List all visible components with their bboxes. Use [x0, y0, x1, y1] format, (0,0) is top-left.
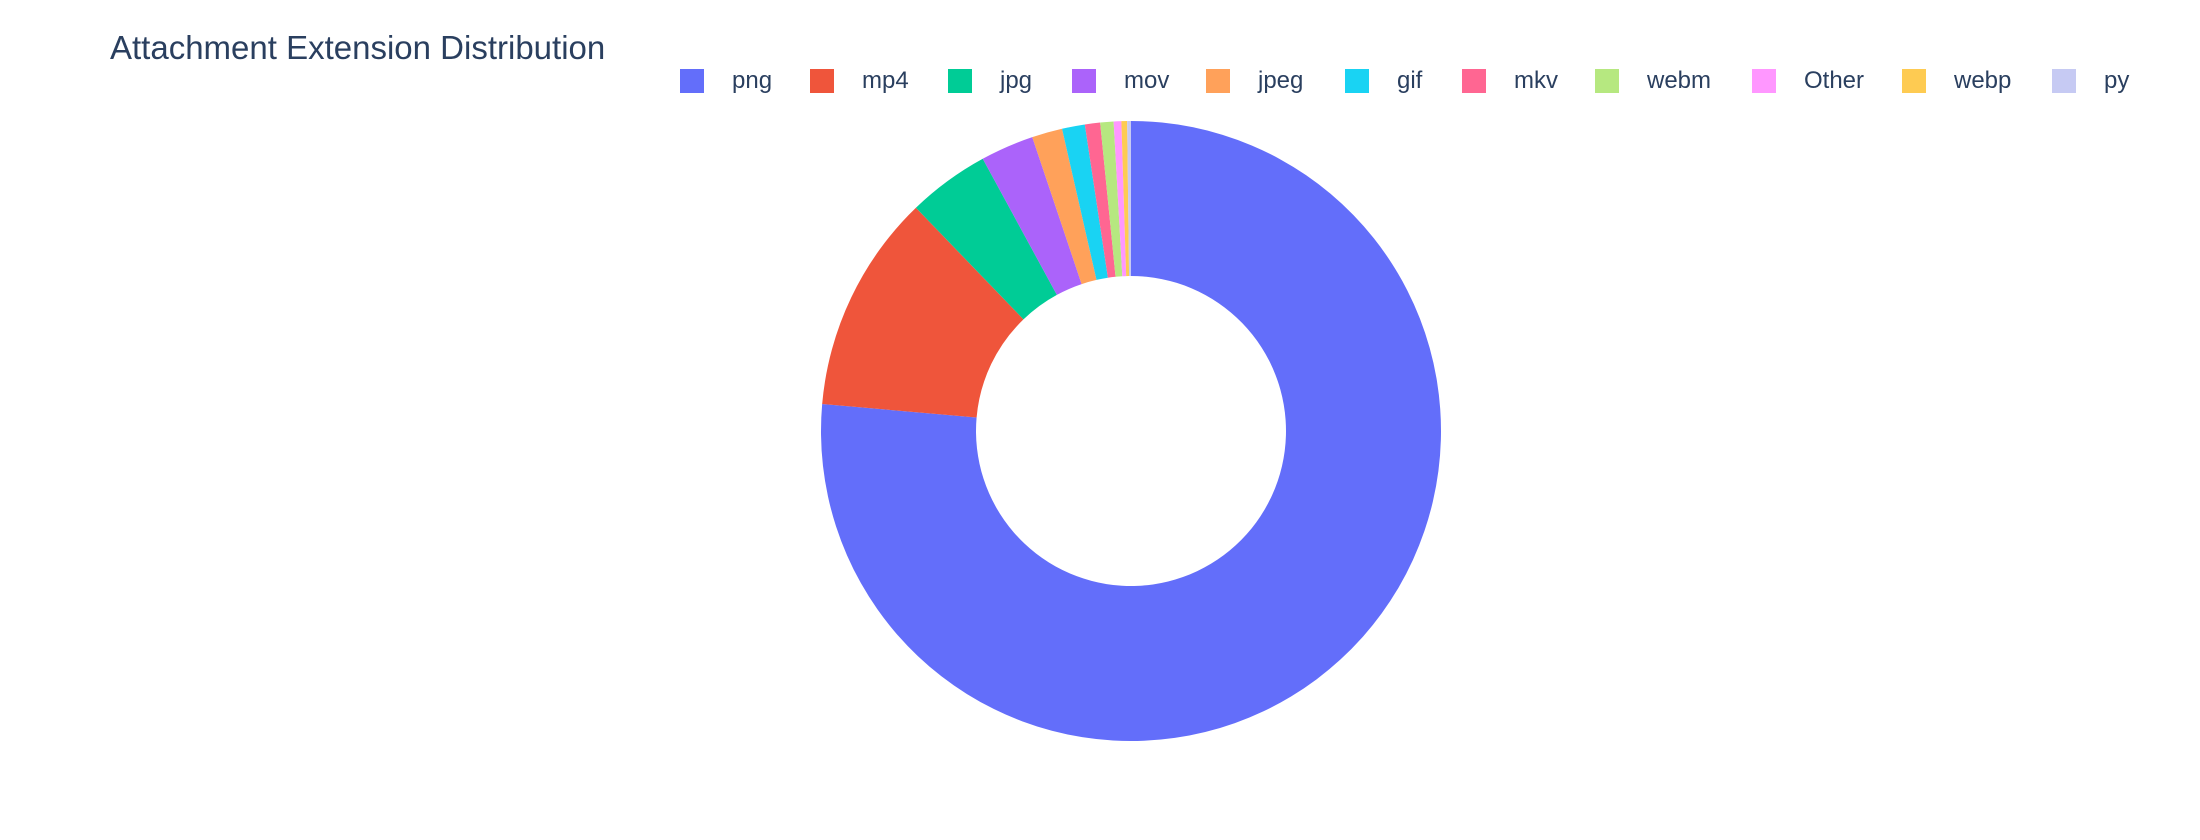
legend-item-mov[interactable]: mov — [1072, 62, 1169, 100]
legend-swatch — [680, 69, 704, 93]
legend-item-gif[interactable]: gif — [1345, 62, 1422, 100]
legend-label: webp — [1954, 67, 2012, 94]
donut-slice-other[interactable] — [1113, 121, 1127, 277]
legend-item-png[interactable]: png — [680, 62, 772, 100]
donut-slice-jpeg[interactable] — [1032, 128, 1097, 285]
legend-label: mkv — [1514, 67, 1558, 94]
donut-slice-py[interactable] — [1127, 121, 1131, 277]
legend-swatch — [1462, 69, 1486, 93]
legend-item-webp[interactable]: webp — [1902, 62, 2011, 100]
legend-item-jpeg[interactable]: jpeg — [1206, 62, 1303, 100]
legend-swatch — [810, 69, 834, 93]
legend-label: py — [2104, 67, 2130, 94]
legend-item-webm[interactable]: webm — [1595, 62, 1711, 100]
legend-swatch — [1345, 69, 1369, 93]
donut-slice-png[interactable] — [821, 121, 1442, 742]
donut-slice-mkv[interactable] — [1084, 122, 1116, 278]
chart-title: Attachment Extension Distribution — [110, 29, 606, 66]
donut-slice-webm[interactable] — [1100, 121, 1123, 277]
legend-item-py[interactable]: py — [2052, 62, 2129, 100]
legend-item-mp4[interactable]: mp4 — [810, 62, 909, 100]
legend-swatch — [948, 69, 972, 93]
legend-label: png — [732, 67, 773, 94]
legend-item-jpg[interactable]: jpg — [948, 62, 1032, 100]
legend-label: mp4 — [862, 67, 909, 94]
legend-label: jpg — [1000, 67, 1033, 94]
legend-swatch — [1206, 69, 1230, 93]
legend-label: webm — [1647, 67, 1712, 94]
legend: png mp4 jpg mov jpeg gif mkv webm Other … — [680, 62, 2180, 100]
legend-label: jpeg — [1258, 67, 1304, 94]
legend-label: mov — [1124, 67, 1170, 94]
donut-slices — [821, 121, 1442, 742]
legend-swatch — [1595, 69, 1619, 93]
legend-label: gif — [1397, 67, 1423, 94]
legend-label: Other — [1804, 67, 1865, 94]
donut-slice-jpg[interactable] — [915, 158, 1057, 320]
legend-swatch — [1072, 69, 1096, 93]
donut-slice-webp[interactable] — [1121, 121, 1130, 277]
legend-swatch — [2052, 69, 2076, 93]
donut-slice-gif[interactable] — [1062, 124, 1108, 280]
legend-swatch — [1902, 69, 1926, 93]
legend-item-other[interactable]: Other — [1752, 62, 1864, 100]
legend-swatch — [1752, 69, 1776, 93]
donut-slice-mov[interactable] — [982, 137, 1082, 295]
legend-item-mkv[interactable]: mkv — [1462, 62, 1558, 100]
donut-slice-mp4[interactable] — [822, 207, 1024, 418]
